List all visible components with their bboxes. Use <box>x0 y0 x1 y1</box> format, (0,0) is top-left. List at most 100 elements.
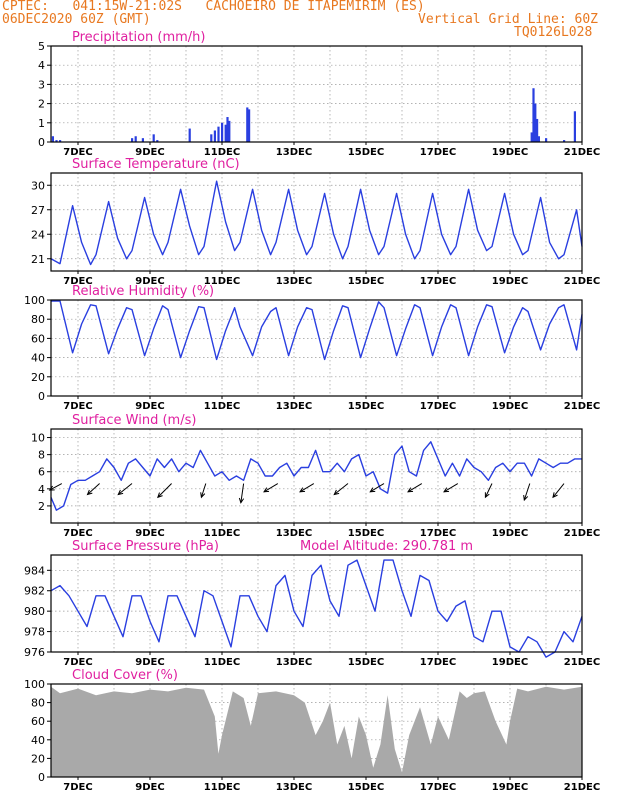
temp-ytick-label: 30 <box>31 179 45 192</box>
wind-arrowhead <box>523 494 529 502</box>
wind-title: Surface Wind (m/s) <box>72 413 196 428</box>
wind-arrow <box>240 483 245 503</box>
temp-xtick-label: 13DEC <box>276 276 312 287</box>
wind-arrowhead <box>369 487 376 493</box>
wind-xtick-label: 13DEC <box>276 528 312 539</box>
rh-ytick-label: 60 <box>31 332 45 345</box>
precip-xtick-label: 9DEC <box>135 147 164 158</box>
header-init-time: 06DEC2020 60Z (GMT) <box>2 12 151 27</box>
wind-arrow <box>552 483 565 498</box>
temp-xtick-label: 7DEC <box>63 276 92 287</box>
precip-bar <box>131 138 134 142</box>
temp-frame <box>50 172 583 272</box>
precip-bar <box>534 103 537 142</box>
wind-ytick-label: 8 <box>38 449 45 462</box>
pres-line <box>50 559 583 658</box>
pres-ytick-label: 984 <box>24 564 45 577</box>
cloud-xtick-label: 7DEC <box>63 782 92 793</box>
precip-bar <box>532 88 535 142</box>
wind-arrowhead <box>48 485 55 491</box>
wind-xtick-label: 19DEC <box>492 528 528 539</box>
precip-bar <box>537 136 540 142</box>
precip-xtick-label: 19DEC <box>492 147 528 158</box>
wind-ytick-label: 6 <box>38 466 45 479</box>
pres-title: Surface Pressure (hPa) <box>72 539 219 554</box>
pres-ytick-label: 980 <box>24 605 45 618</box>
precip-xtick-label: 13DEC <box>276 147 312 158</box>
rh-ytick-label: 0 <box>38 390 45 403</box>
wind-arrow <box>369 483 385 493</box>
rh-xtick-label: 15DEC <box>348 401 384 412</box>
precip-bar <box>226 117 229 142</box>
rh-ytick-label: 100 <box>24 294 45 307</box>
precip-ytick-label: 1 <box>38 117 45 130</box>
precip-xtick-label: 21DEC <box>564 147 600 158</box>
wind-arrow <box>117 483 133 495</box>
precip-ytick-label: 5 <box>38 40 45 53</box>
cloud-frame <box>50 683 583 778</box>
wind-arrow <box>87 483 100 495</box>
precip-bar <box>563 140 566 142</box>
precip-xtick-label: 11DEC <box>204 147 240 158</box>
pres-xtick-label: 19DEC <box>492 657 528 668</box>
wind-ytick-label: 4 <box>38 483 45 496</box>
rh-ytick-label: 80 <box>31 313 45 326</box>
temp-xtick-label: 15DEC <box>348 276 384 287</box>
cloud-ytick-label: 0 <box>38 771 45 784</box>
wind-xtick-label: 15DEC <box>348 528 384 539</box>
precip-bar <box>573 111 576 142</box>
wind-line <box>50 441 582 511</box>
wind-ytick-label: 10 <box>31 432 45 445</box>
precip-bar <box>51 136 54 142</box>
wind-xtick-label: 17DEC <box>420 528 456 539</box>
pres-ytick-label: 976 <box>24 646 45 659</box>
precip-bar <box>536 118 539 142</box>
wind-arrow <box>333 483 349 495</box>
rh-line <box>51 300 583 361</box>
header-grid-note: Vertical Grid Line: 60Z <box>418 12 599 27</box>
rh-xtick-label: 11DEC <box>204 401 240 412</box>
cloud-ytick-label: 60 <box>31 715 45 728</box>
precip-bar <box>134 136 137 142</box>
wind-arrowhead <box>443 487 450 493</box>
wind-xtick-label: 9DEC <box>135 528 164 539</box>
wind-arrow <box>263 483 279 493</box>
pres-xtick-label: 9DEC <box>135 657 164 668</box>
precip-ytick-label: 3 <box>38 78 45 91</box>
header-location: CPTEC: 041:15W-21:02S CACHOEIRO DE ITAPE… <box>2 0 425 14</box>
precip-ytick-label: 2 <box>38 98 45 111</box>
pres-xtick-label: 13DEC <box>276 657 312 668</box>
precip-bar <box>59 140 62 142</box>
pres-xtick-label: 21DEC <box>564 657 600 668</box>
wind-arrow <box>407 483 423 493</box>
wind-ytick-label: 2 <box>38 500 45 513</box>
temp-xtick-label: 11DEC <box>204 276 240 287</box>
cloud-xtick-label: 21DEC <box>564 782 600 793</box>
temp-xtick-label: 17DEC <box>420 276 456 287</box>
pres-xtick-label: 7DEC <box>63 657 92 668</box>
rh-frame <box>50 299 583 397</box>
wind-arrow <box>49 483 63 491</box>
wind-arrowhead <box>200 492 206 499</box>
pres-xtick-label: 17DEC <box>420 657 456 668</box>
temp-ytick-label: 27 <box>31 204 45 217</box>
wind-xtick-label: 21DEC <box>564 528 600 539</box>
cloud-title: Cloud Cover (%) <box>72 668 178 683</box>
rh-xtick-label: 13DEC <box>276 401 312 412</box>
precip-bar <box>221 122 224 142</box>
header-model-id: TQ0126L028 <box>514 25 593 40</box>
precip-xtick-label: 17DEC <box>420 147 456 158</box>
cloud-area <box>51 686 582 777</box>
cloud-xtick-label: 15DEC <box>348 782 384 793</box>
rh-ytick-label: 20 <box>31 371 45 384</box>
cloud-ytick-label: 80 <box>31 697 45 710</box>
wind-arrowhead <box>86 489 93 496</box>
rh-xtick-label: 19DEC <box>492 401 528 412</box>
temp-ytick-label: 21 <box>31 253 45 266</box>
cloud-ytick-label: 40 <box>31 734 45 747</box>
temp-xtick-label: 21DEC <box>564 276 600 287</box>
wind-arrowhead <box>407 487 414 493</box>
pres-ytick-label: 982 <box>24 585 45 598</box>
wind-arrowhead <box>484 492 490 499</box>
rh-ytick-label: 40 <box>31 352 45 365</box>
